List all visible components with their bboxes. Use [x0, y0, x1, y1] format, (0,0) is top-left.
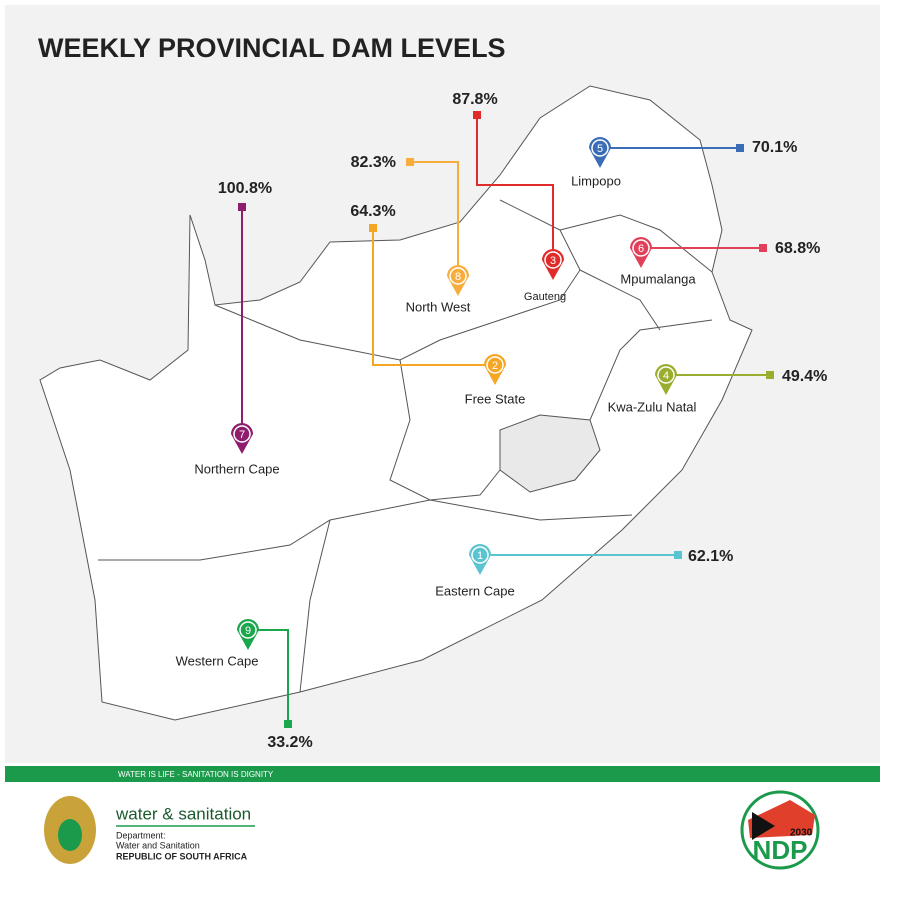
dam-level: 100.8% [218, 180, 272, 197]
pin-inner [591, 139, 609, 157]
leader-end [369, 224, 377, 232]
leader-end [473, 111, 481, 119]
border [98, 499, 633, 693]
province-name: North West [406, 299, 471, 314]
pin-number: 9 [245, 625, 251, 637]
border [389, 319, 713, 501]
pin-inner [449, 267, 467, 285]
dam-level: 68.8% [775, 240, 820, 257]
pin-inner [657, 366, 675, 384]
pin-number: 1 [477, 550, 483, 562]
department-name: Water and Sanitation [116, 840, 200, 850]
pin [589, 137, 611, 168]
leader-line [476, 115, 554, 260]
province-name: Eastern Cape [435, 583, 515, 598]
pin [484, 354, 506, 385]
emblem-shield [58, 819, 82, 851]
pin [542, 249, 564, 280]
department-label: Department: [116, 830, 166, 840]
pin-inner [544, 251, 562, 269]
dam-level: 87.8% [452, 91, 497, 108]
ndp-flag-triangle [752, 812, 775, 840]
lesotho [499, 414, 601, 493]
pin-inner [471, 546, 489, 564]
province-name: Free State [465, 391, 526, 406]
pin [469, 544, 491, 575]
province-name: Western Cape [176, 653, 259, 668]
province-layer: 1 Eastern Cape 62.1% 2 Free State 64.3% 3 Gaute… [176, 91, 828, 751]
pin-inner [233, 425, 251, 443]
leader-end [406, 158, 414, 166]
pin-number: 4 [663, 370, 669, 382]
leader-end [759, 244, 767, 252]
ndp-logo: 2030 NDP [740, 790, 820, 870]
border [559, 214, 713, 331]
pin [447, 265, 469, 296]
ndp-text: NDP [753, 835, 808, 865]
pin [655, 364, 677, 395]
leader-line [410, 161, 459, 276]
province-name: Gauteng [524, 291, 566, 303]
slogan-band [5, 766, 880, 782]
pin-number: 8 [455, 271, 461, 283]
pin-number: 2 [492, 360, 498, 372]
pin [237, 619, 259, 650]
leader-end [238, 203, 246, 211]
province-name: Kwa-Zulu Natal [608, 399, 697, 414]
leader-end [766, 371, 774, 379]
province-name: Mpumalanga [620, 271, 696, 286]
leader-line [372, 228, 495, 366]
pin-number: 6 [638, 243, 644, 255]
country-map [39, 85, 753, 721]
brand: water & sanitation [115, 804, 251, 823]
province-name: Northern Cape [194, 461, 279, 476]
dam-level: 82.3% [351, 154, 396, 171]
outline [39, 85, 753, 721]
pin-number: 7 [239, 429, 245, 441]
title: WEEKLY PROVINCIAL DAM LEVELS [38, 33, 506, 63]
slogan: WATER IS LIFE - SANITATION IS DIGNITY [118, 770, 274, 779]
dam-level: 49.4% [782, 368, 827, 385]
border [214, 199, 581, 361]
dam-level: 33.2% [267, 734, 312, 751]
leader-line [248, 629, 289, 724]
leader-end [674, 551, 682, 559]
leader-end [284, 720, 292, 728]
pin-number: 3 [550, 255, 556, 267]
dam-level: 62.1% [688, 548, 733, 565]
province-name: Limpopo [571, 173, 621, 188]
pin-inner [486, 356, 504, 374]
pin [630, 237, 652, 268]
leader-end [736, 144, 744, 152]
country-name: REPUBLIC OF SOUTH AFRICA [116, 851, 248, 861]
ndp-year: 2030 [790, 828, 813, 839]
pin-number: 5 [597, 143, 603, 155]
dam-level: 64.3% [350, 203, 395, 220]
pin-inner [632, 239, 650, 257]
dam-level: 70.1% [752, 139, 797, 156]
coat-of-arms [44, 796, 96, 864]
pin-inner [239, 621, 257, 639]
pin [231, 423, 253, 454]
